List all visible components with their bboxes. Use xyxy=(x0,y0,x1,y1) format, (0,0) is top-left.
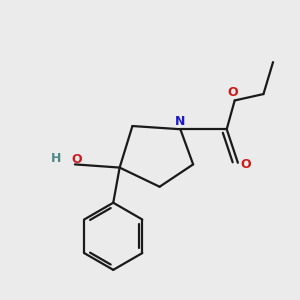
Text: O: O xyxy=(71,153,82,166)
Text: H: H xyxy=(50,152,61,165)
Text: O: O xyxy=(241,158,251,171)
Text: O: O xyxy=(228,86,238,99)
Text: N: N xyxy=(175,115,185,128)
